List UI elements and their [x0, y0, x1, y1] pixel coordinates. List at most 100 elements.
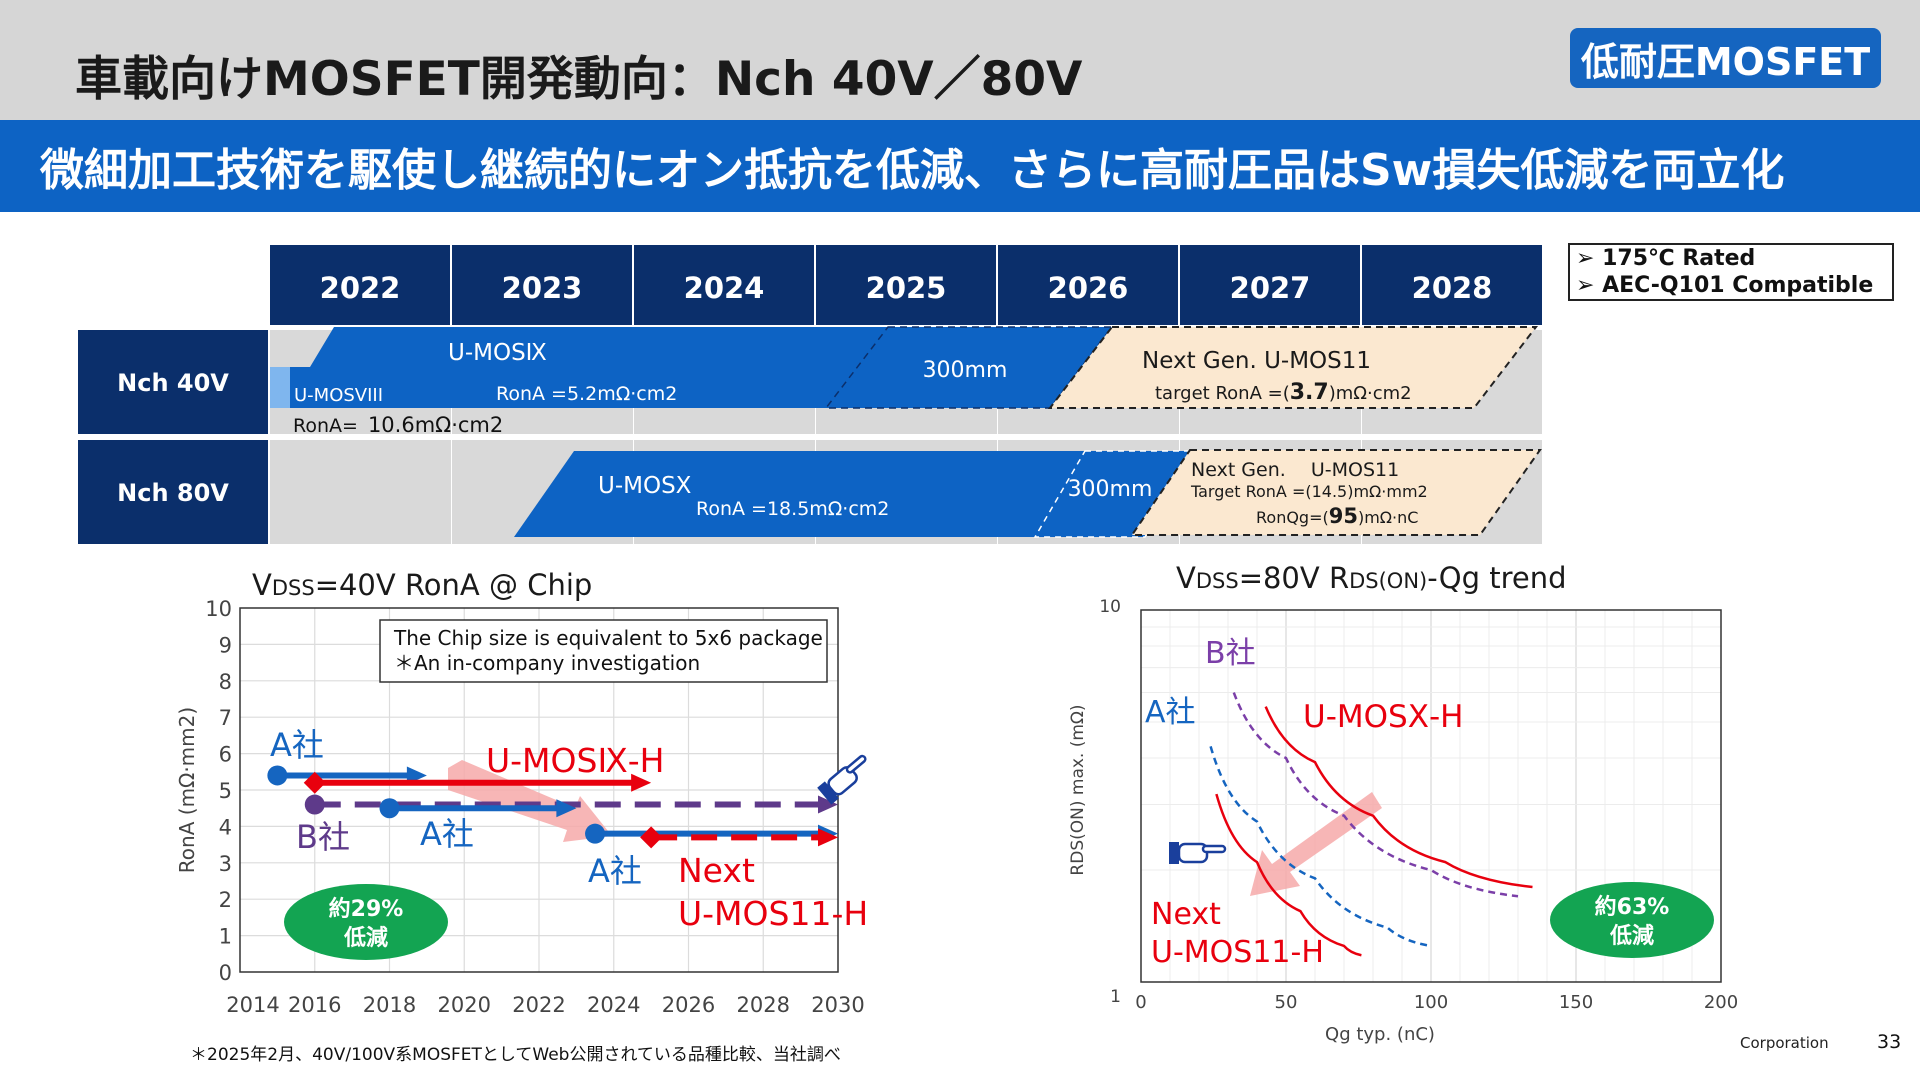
chart1-xtick: 2028 [737, 993, 790, 1017]
label-nch40-next: Next Gen. U-MOS11 [1142, 348, 1371, 374]
chart1-callout-2: 低減 [343, 926, 388, 951]
label-nch80-target: Target RonA =(14.5)mΩ·mm2 [1190, 482, 1428, 501]
rating-box: ➢ 175℃ Rated ➢ AEC-Q101 Compatible [1568, 243, 1894, 301]
bar-nch80-next [1130, 449, 1542, 536]
chart1-label-next-2: U-MOS11-H [678, 894, 868, 933]
chart1-ytick: 2 [219, 888, 232, 912]
chart1-ytick: 4 [219, 815, 232, 839]
label-nch80-next: Next Gen. U-MOS11 [1191, 459, 1399, 481]
chart1-note-2: ＊An in-company investigation [394, 651, 700, 675]
chart1-ytick: 6 [219, 743, 232, 767]
year-cell-2025 [816, 245, 996, 325]
chart1-series-marker [640, 826, 663, 849]
label-umos9: U-MOSⅨ [448, 340, 547, 366]
year-label-2024: 2024 [684, 271, 765, 305]
chart2-xtick: 0 [1135, 992, 1146, 1013]
year-cell-2028 [1362, 245, 1542, 325]
label-umos8: U-MOSVIII [294, 385, 383, 406]
chart2-series-line [1264, 706, 1533, 889]
chart1-ytick: 5 [219, 779, 232, 803]
chart1-label-b: B社 [296, 818, 350, 856]
label-nch80-ronqg: RonQg=(95)mΩ·nC [1256, 504, 1418, 528]
chart1-series [267, 765, 838, 849]
roadmap: 2022 2023 2024 2025 2026 2027 2028 Nch 4… [78, 245, 1542, 544]
row-label-nch80: Nch 80V [117, 479, 229, 507]
label-umosx-rona: RonA =18.5mΩ·cm2 [696, 498, 889, 520]
chart2-callout [1550, 882, 1714, 958]
chart2-label-umosx: U-MOSⅩ-H [1303, 699, 1463, 735]
chart2-xtick: 100 [1414, 992, 1448, 1013]
year-cell-2027 [1180, 245, 1360, 325]
chart2-xtick: 150 [1559, 992, 1593, 1013]
chart1-xtick: 2014 [226, 993, 279, 1017]
chart1-callout-1: 約29% [329, 896, 404, 922]
rated-line-1: ➢ 175℃ Rated [1576, 246, 1756, 271]
summary-banner: 微細加工技術を駆使し継続的にオン抵抗を低減、さらに高耐圧品はSw損失低減を両立化 [0, 120, 1920, 212]
year-header: 2022 2023 2024 2025 2026 2027 2028 [270, 245, 1542, 325]
label-umosx: U-MOSX [598, 473, 692, 499]
chart1-ylabel: RonA (mΩ·mm2) [175, 707, 199, 873]
label-nch80-300mm: 300mm [1068, 477, 1153, 502]
corporation-name: Corporation [1740, 1034, 1829, 1052]
chart1-series-marker [303, 771, 326, 794]
chart1-series-marker [379, 798, 400, 819]
chart1-series-arrowhead [631, 773, 652, 792]
chart2-label-b: B社 [1205, 636, 1256, 671]
chart1-xtick: 2026 [662, 993, 715, 1017]
year-label-2022: 2022 [320, 271, 401, 305]
chart1-series-marker [304, 794, 325, 815]
chart1-label-a3: A社 [588, 852, 642, 890]
row-label-nch40-cell [78, 330, 268, 434]
bar-umosx [514, 451, 1085, 537]
chart1-xtick: 2020 [438, 993, 491, 1017]
year-label-2025: 2025 [866, 271, 947, 305]
label-nch40-300mm: 300mm [923, 358, 1008, 383]
page-number: 33 [1877, 1031, 1902, 1053]
chart2-ytick: 1 [1110, 987, 1121, 1007]
chart1-label-a2: A社 [420, 815, 474, 853]
chart2-series-line [1209, 746, 1432, 948]
chart1-series-arrowhead [556, 799, 577, 818]
chart1-note-box [379, 619, 828, 683]
rated-line-2: ➢ AEC-Q101 Compatible [1576, 273, 1874, 298]
chart1-ytick: 8 [219, 670, 232, 694]
chart1-label-umos9h: U-MOSⅨ-H [486, 741, 664, 780]
row-label-nch80-cell [78, 440, 268, 544]
chart2-xtick: 50 [1275, 992, 1298, 1013]
bar-nch40-next [1047, 326, 1539, 409]
label-nch40-target: target RonA =(3.7)mΩ·cm2 [1155, 380, 1412, 405]
row-label-nch40: Nch 40V [117, 369, 229, 397]
chart1-callout [284, 884, 448, 960]
year-label-2023: 2023 [502, 271, 583, 305]
chart1-title: VDSS=40V RonA @ Chip [252, 568, 592, 602]
chart1-ytick: 10 [205, 597, 232, 621]
chart1-label-a1: A社 [270, 726, 324, 764]
chart1-xtick: 2016 [288, 993, 341, 1017]
chart2-frame [1140, 609, 1722, 983]
chart1-series-arrowhead [818, 795, 838, 814]
pointing-hand-icon [817, 754, 867, 805]
chart2-ticks: 0 50 100 150 200 1 10 [1099, 597, 1738, 1013]
pointing-hand-icon [1169, 842, 1227, 864]
label-umos9-rona: RonA =5.2mΩ·cm2 [496, 383, 677, 405]
chart1-ticks: 0 1 2 3 4 5 6 7 8 9 10 2014 2016 2018 2020 2022 2024 2026… [205, 597, 864, 1017]
year-cell-2024 [634, 245, 814, 325]
bar-umos9 [290, 327, 888, 408]
chart2-series-line [1232, 692, 1519, 898]
chart1-series-marker [585, 823, 606, 844]
chart2-trend-arrow [1250, 792, 1382, 896]
footnote: ＊2025年2月、40V/100V系MOSFETとしてWeb公開されている品種比… [190, 1045, 841, 1065]
chart2-title: VDSS=80V RDS(ON)-Qg trend [1176, 561, 1567, 595]
year-label-2028: 2028 [1412, 271, 1493, 305]
year-label-2027: 2027 [1230, 271, 1311, 305]
chart1-note-1: The Chip size is equivalent to 5x6 packa… [393, 626, 823, 650]
chart2-callout-1: 約63% [1595, 894, 1670, 920]
label-umos8-rona: RonA= 10.6mΩ·cm2 [293, 413, 503, 437]
year-cell-2023 [452, 245, 632, 325]
chart1-xtick: 2030 [811, 993, 864, 1017]
chart2-ylabel: RDS(ON) max. (mΩ) [1068, 704, 1088, 875]
year-cell-2026 [998, 245, 1178, 325]
page-title: 車載向けMOSFET開発動向：Nch 40V／80V [75, 52, 1083, 107]
